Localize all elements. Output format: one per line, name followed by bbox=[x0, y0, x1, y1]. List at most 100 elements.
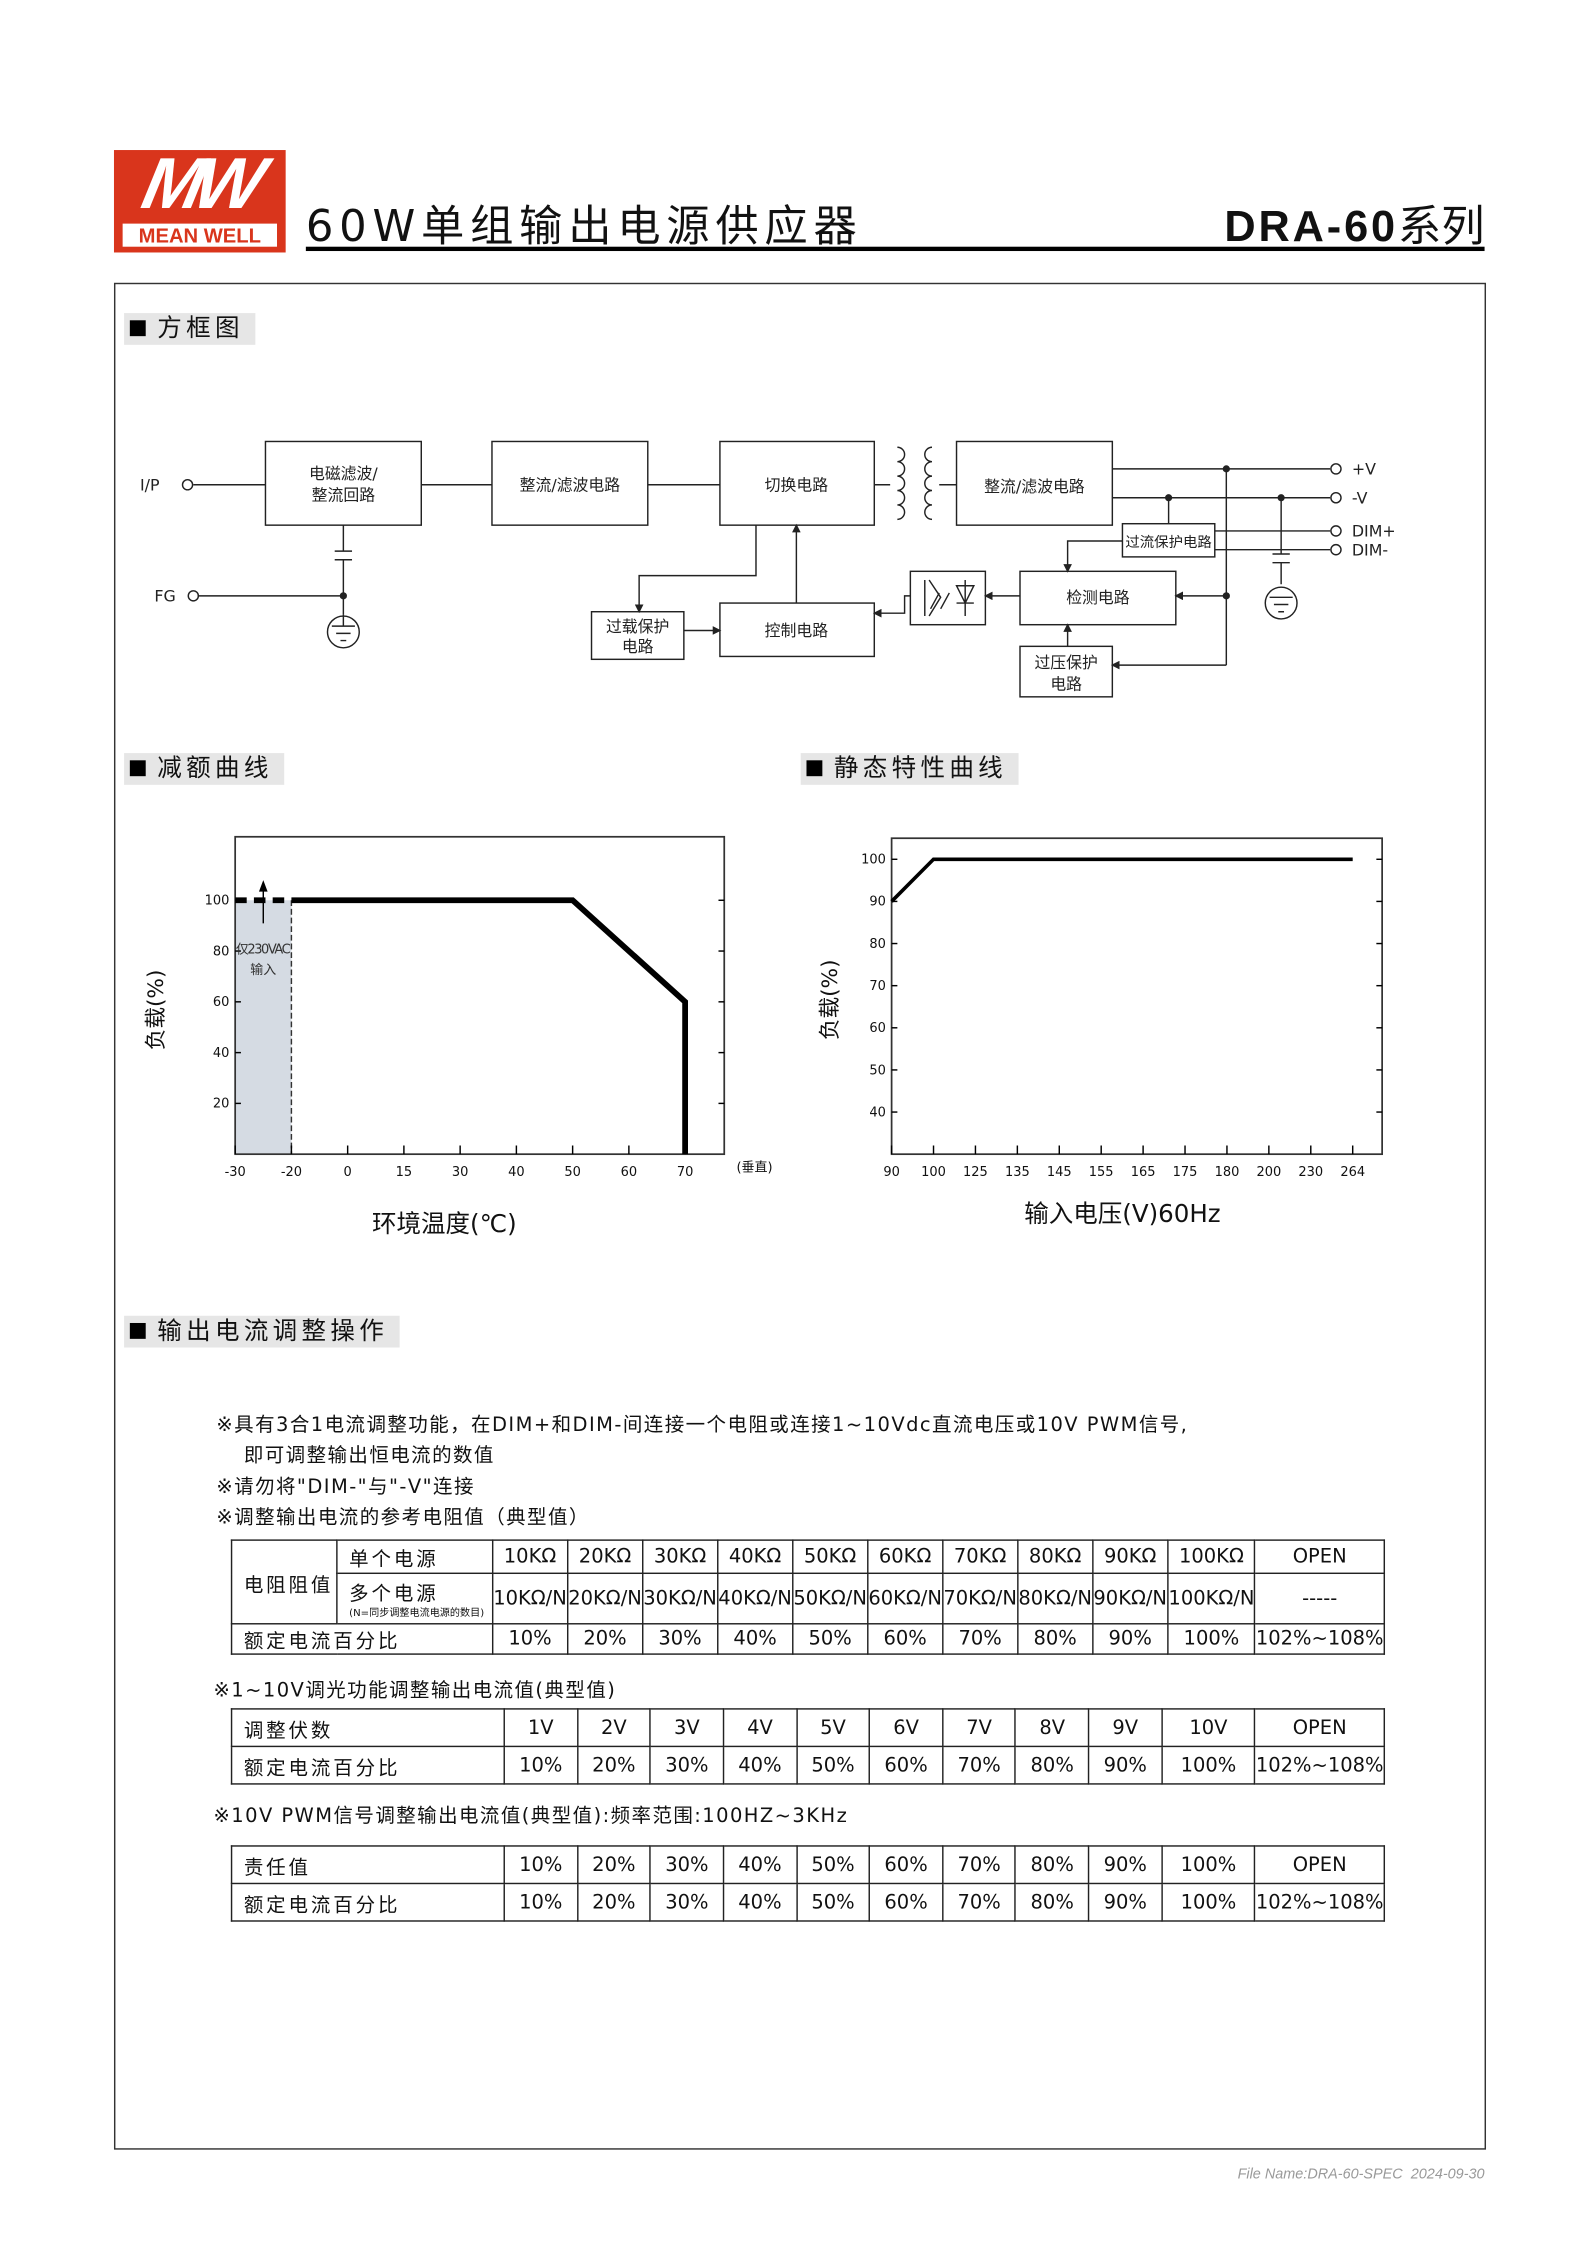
series-model: DRA-60 bbox=[1224, 203, 1399, 252]
logo-brand-text: MEAN WELL bbox=[122, 223, 278, 247]
static-chart: 40 50 60 70 80 90 100 90 100 125 135 145 155 165 175 18… bbox=[818, 837, 1383, 1228]
series-name: DRA-60系列 bbox=[1224, 190, 1484, 253]
section-heading-derating: 减额曲线 bbox=[124, 753, 285, 785]
table-cell: 10% bbox=[503, 1882, 579, 1922]
output-rectifier-label: 整流/滤波电路 bbox=[984, 477, 1085, 496]
x-tick-label: 70 bbox=[677, 1165, 694, 1180]
x-tick-label: 15 bbox=[396, 1165, 413, 1180]
table-cell: 60KΩ/N bbox=[866, 1572, 944, 1625]
table-cell: 20KΩ bbox=[566, 1539, 644, 1575]
file-date: 2024-09-30 bbox=[1410, 2166, 1485, 2183]
x-tick-label: 60 bbox=[621, 1165, 638, 1180]
x-tick-label: 0 bbox=[344, 1165, 352, 1180]
x-tick-label: 50 bbox=[564, 1165, 581, 1180]
note-line: ※请勿将"DIM-"与"-V"连接 bbox=[216, 1475, 475, 1499]
x-tick-label: 155 bbox=[1089, 1165, 1114, 1180]
table-cell: 单个电源 bbox=[336, 1539, 494, 1575]
y-tick-label: 90 bbox=[869, 895, 886, 910]
table-cell: 10KΩ/N bbox=[491, 1572, 569, 1625]
x-tick-label: 40 bbox=[508, 1165, 525, 1180]
table-cell: 100KΩ bbox=[1166, 1539, 1256, 1575]
y-tick-label: 80 bbox=[869, 937, 886, 952]
x-tick-label: 145 bbox=[1047, 1165, 1072, 1180]
section-heading-block-diagram: 方框图 bbox=[124, 313, 256, 345]
table-cell: 70% bbox=[941, 1745, 1017, 1785]
table-cell: 80% bbox=[1014, 1882, 1090, 1922]
table-cell: 30% bbox=[649, 1845, 725, 1885]
optocoupler-icon bbox=[924, 579, 976, 617]
derating-chart: 20 40 60 80 100 -30 -20 0 15 30 40 50 60 70 (垂直) 仅230VA… bbox=[144, 835, 773, 1238]
table-cell: 90% bbox=[1091, 1623, 1169, 1655]
detection-label: 检测电路 bbox=[1066, 588, 1130, 607]
table-cell: 70KΩ/N bbox=[941, 1572, 1019, 1625]
multi-label: 多个电源 bbox=[349, 1582, 439, 1606]
table-cell: 30% bbox=[649, 1745, 725, 1785]
annotation-text: 输入 bbox=[250, 962, 276, 978]
table-cell: OPEN bbox=[1254, 1539, 1386, 1575]
ovp-label: 过压保护 bbox=[1034, 653, 1097, 672]
y-tick-label: 70 bbox=[869, 979, 886, 994]
table-row: 调整伏数 1V 2V 3V 4V 5V 6V 7V 8V 9V 10V OPEN bbox=[230, 1708, 1386, 1748]
nv-label: -V bbox=[1352, 489, 1368, 508]
y-tick-label: 80 bbox=[213, 944, 230, 959]
table-row: 额定电流百分比 10% 20% 30% 40% 50% 60% 70% 80% 90% 100% 1… bbox=[230, 1882, 1386, 1922]
y-axis-title: 负载(%) bbox=[144, 970, 169, 1051]
table-cell: OPEN bbox=[1254, 1845, 1386, 1885]
ground-icon bbox=[1264, 586, 1298, 620]
table-cell: 30% bbox=[641, 1623, 719, 1655]
pv-label: +V bbox=[1352, 460, 1376, 479]
fg-label: FG bbox=[154, 587, 175, 606]
table-cell: 50% bbox=[795, 1882, 871, 1922]
bullet-square-icon bbox=[129, 1322, 146, 1339]
file-name: File Name:DRA-60-SPEC bbox=[1237, 2166, 1403, 2183]
x-tick-label: 90 bbox=[883, 1165, 900, 1180]
section-title: 输出电流调整操作 bbox=[157, 1317, 389, 1347]
table-cell: 10KΩ bbox=[491, 1539, 569, 1575]
table-cell: 50KΩ bbox=[791, 1539, 869, 1575]
table-cell: 30KΩ bbox=[641, 1539, 719, 1575]
dimp-label: DIM+ bbox=[1352, 522, 1396, 541]
table-cell: 60% bbox=[868, 1845, 944, 1885]
note-line: ※具有3合1电流调整功能，在DIM+和DIM-间连接一个电阻或连接1~10Vdc… bbox=[216, 1413, 1189, 1437]
table-cell: 80KΩ/N bbox=[1016, 1572, 1094, 1625]
table-cell: 多个电源 (N=同步调整电流电源的数目) bbox=[336, 1572, 494, 1625]
table-cell: 40KΩ/N bbox=[716, 1572, 794, 1625]
table-row: 额定电流百分比 10% 20% 30% 40% 50% 60% 70% 80% 90% 100% 1… bbox=[230, 1623, 1386, 1655]
table-cell: 20% bbox=[576, 1882, 652, 1922]
table-cell: 额定电流百分比 bbox=[230, 1882, 505, 1922]
table-cell: 10V bbox=[1161, 1708, 1256, 1748]
table-cell: 20% bbox=[576, 1845, 652, 1885]
table-row: 责任值 10% 20% 30% 40% 50% 60% 70% 80% 90% 100% OPEN bbox=[230, 1845, 1386, 1885]
table-cell: 70KΩ bbox=[941, 1539, 1019, 1575]
note-line: ※调整输出电流的参考电阻值（典型值） bbox=[216, 1506, 590, 1530]
table-cell: 102%~108% bbox=[1254, 1745, 1386, 1785]
table-cell: 80% bbox=[1016, 1623, 1094, 1655]
block-diagram: 电磁滤波/ 整流回路 整流/滤波电路 切换电路 整流/滤波电路 过流保护电路 检… bbox=[140, 440, 1396, 698]
table-cell: 60% bbox=[866, 1623, 944, 1655]
table-cell: 70% bbox=[941, 1845, 1017, 1885]
note-line: 即可调整输出恒电流的数值 bbox=[243, 1444, 495, 1468]
y-tick-label: 40 bbox=[213, 1046, 230, 1061]
transformer-icon bbox=[897, 446, 933, 521]
table-cell: 90% bbox=[1088, 1882, 1163, 1922]
table-cell: 3V bbox=[649, 1708, 725, 1748]
emi-filter-label: 电磁滤波/ bbox=[309, 464, 378, 483]
table-row: 多个电源 (N=同步调整电流电源的数目) 10KΩ/N 20KΩ/N 30KΩ/N 40… bbox=[232, 1572, 1386, 1625]
resistor-table: 电阻阻值 单个电源 10KΩ 20KΩ 30KΩ 40KΩ 50KΩ 60KΩ 70KΩ 80… bbox=[230, 1539, 1386, 1655]
olp-label: 电路 bbox=[622, 637, 654, 656]
table-cell: 5V bbox=[795, 1708, 871, 1748]
table-cell: 102%~108% bbox=[1254, 1882, 1386, 1922]
ovp-block bbox=[1019, 645, 1114, 698]
table-cell: 60KΩ bbox=[866, 1539, 944, 1575]
table-cell: 90% bbox=[1088, 1745, 1163, 1785]
y-tick-label: 20 bbox=[213, 1097, 230, 1112]
ip-terminal-icon bbox=[181, 478, 194, 491]
ovp-label: 电路 bbox=[1050, 675, 1082, 694]
table-cell: 8V bbox=[1014, 1708, 1090, 1748]
table-cell: 90% bbox=[1088, 1845, 1163, 1885]
footer: File Name:DRA-60-SPEC 2024-09-30 bbox=[1238, 2167, 1485, 2183]
table-cell: 60% bbox=[868, 1882, 944, 1922]
dimn-terminal-icon bbox=[1330, 543, 1342, 556]
x-tick-label: -20 bbox=[281, 1165, 302, 1180]
